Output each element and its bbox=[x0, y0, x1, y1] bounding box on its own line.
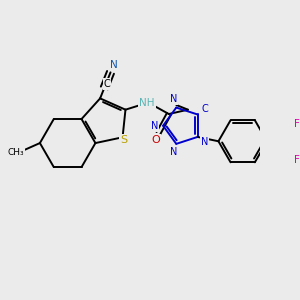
Text: NH: NH bbox=[140, 98, 155, 108]
Text: N: N bbox=[170, 147, 177, 157]
Text: S: S bbox=[120, 135, 127, 145]
Text: N: N bbox=[170, 94, 177, 104]
Text: C: C bbox=[103, 79, 110, 88]
Text: CH₃: CH₃ bbox=[7, 148, 24, 157]
Text: F: F bbox=[294, 155, 299, 165]
Text: N: N bbox=[151, 121, 158, 131]
Text: O: O bbox=[152, 135, 160, 145]
Text: C: C bbox=[201, 104, 208, 114]
Text: N: N bbox=[110, 60, 118, 70]
Text: N: N bbox=[201, 137, 208, 147]
Text: F: F bbox=[294, 119, 299, 129]
